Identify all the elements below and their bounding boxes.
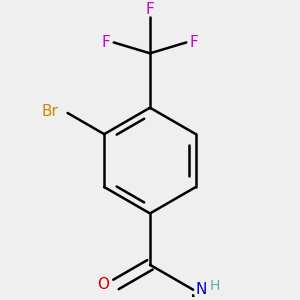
Text: H: H [210, 279, 220, 293]
Text: F: F [102, 35, 111, 50]
Text: F: F [189, 35, 198, 50]
Text: N: N [196, 282, 207, 297]
Text: Br: Br [42, 104, 58, 119]
Text: O: O [97, 277, 109, 292]
Text: F: F [146, 2, 154, 17]
